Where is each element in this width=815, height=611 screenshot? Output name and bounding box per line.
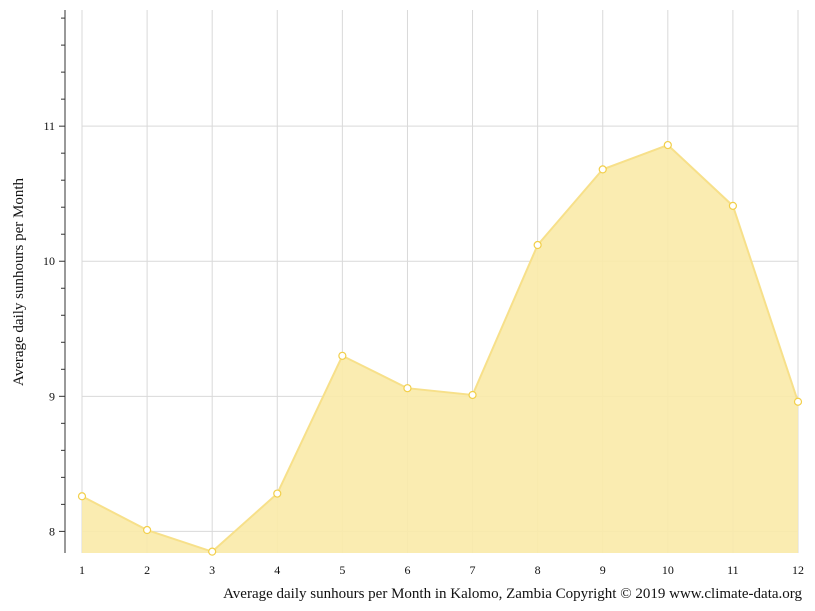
x-tick-label: 2 <box>144 563 150 577</box>
y-axis <box>59 10 66 553</box>
y-axis-label: Average daily sunhours per Month <box>11 178 27 387</box>
data-points <box>77 140 803 556</box>
x-tick-label: 7 <box>470 563 476 577</box>
x-tick-labels: 1 2 3 4 5 6 7 8 9 10 11 12 <box>79 563 804 577</box>
data-point <box>793 397 803 406</box>
chart-caption: Average daily sunhours per Month in Kalo… <box>223 586 802 602</box>
x-tick-label: 3 <box>209 563 215 577</box>
area-fill <box>82 145 798 553</box>
data-point <box>468 390 477 400</box>
y-tick-label: 8 <box>49 524 55 538</box>
y-tick-label: 11 <box>43 119 55 133</box>
x-tick-label: 1 <box>79 563 85 577</box>
series-area <box>81 143 799 553</box>
data-point <box>663 140 672 150</box>
x-tick-label: 6 <box>404 563 410 577</box>
x-tick-label: 12 <box>792 563 804 577</box>
x-tick-label: 9 <box>600 563 606 577</box>
y-tick-label: 10 <box>43 254 55 268</box>
x-tick-label: 5 <box>339 563 345 577</box>
data-point <box>208 547 217 556</box>
data-point <box>338 351 347 360</box>
data-point <box>533 240 542 250</box>
series-line <box>81 143 799 553</box>
data-point <box>273 489 282 498</box>
data-point <box>598 165 607 174</box>
x-tick-label: 10 <box>662 563 674 577</box>
data-point <box>403 384 412 393</box>
data-point <box>142 525 152 535</box>
x-tick-label: 8 <box>535 563 541 577</box>
data-point <box>77 492 87 501</box>
y-tick-label: 9 <box>49 389 55 403</box>
data-point <box>728 201 738 210</box>
x-tick-label: 11 <box>727 563 739 577</box>
x-tick-label: 4 <box>274 563 280 577</box>
y-tick-labels: 8 9 10 11 <box>43 119 55 538</box>
